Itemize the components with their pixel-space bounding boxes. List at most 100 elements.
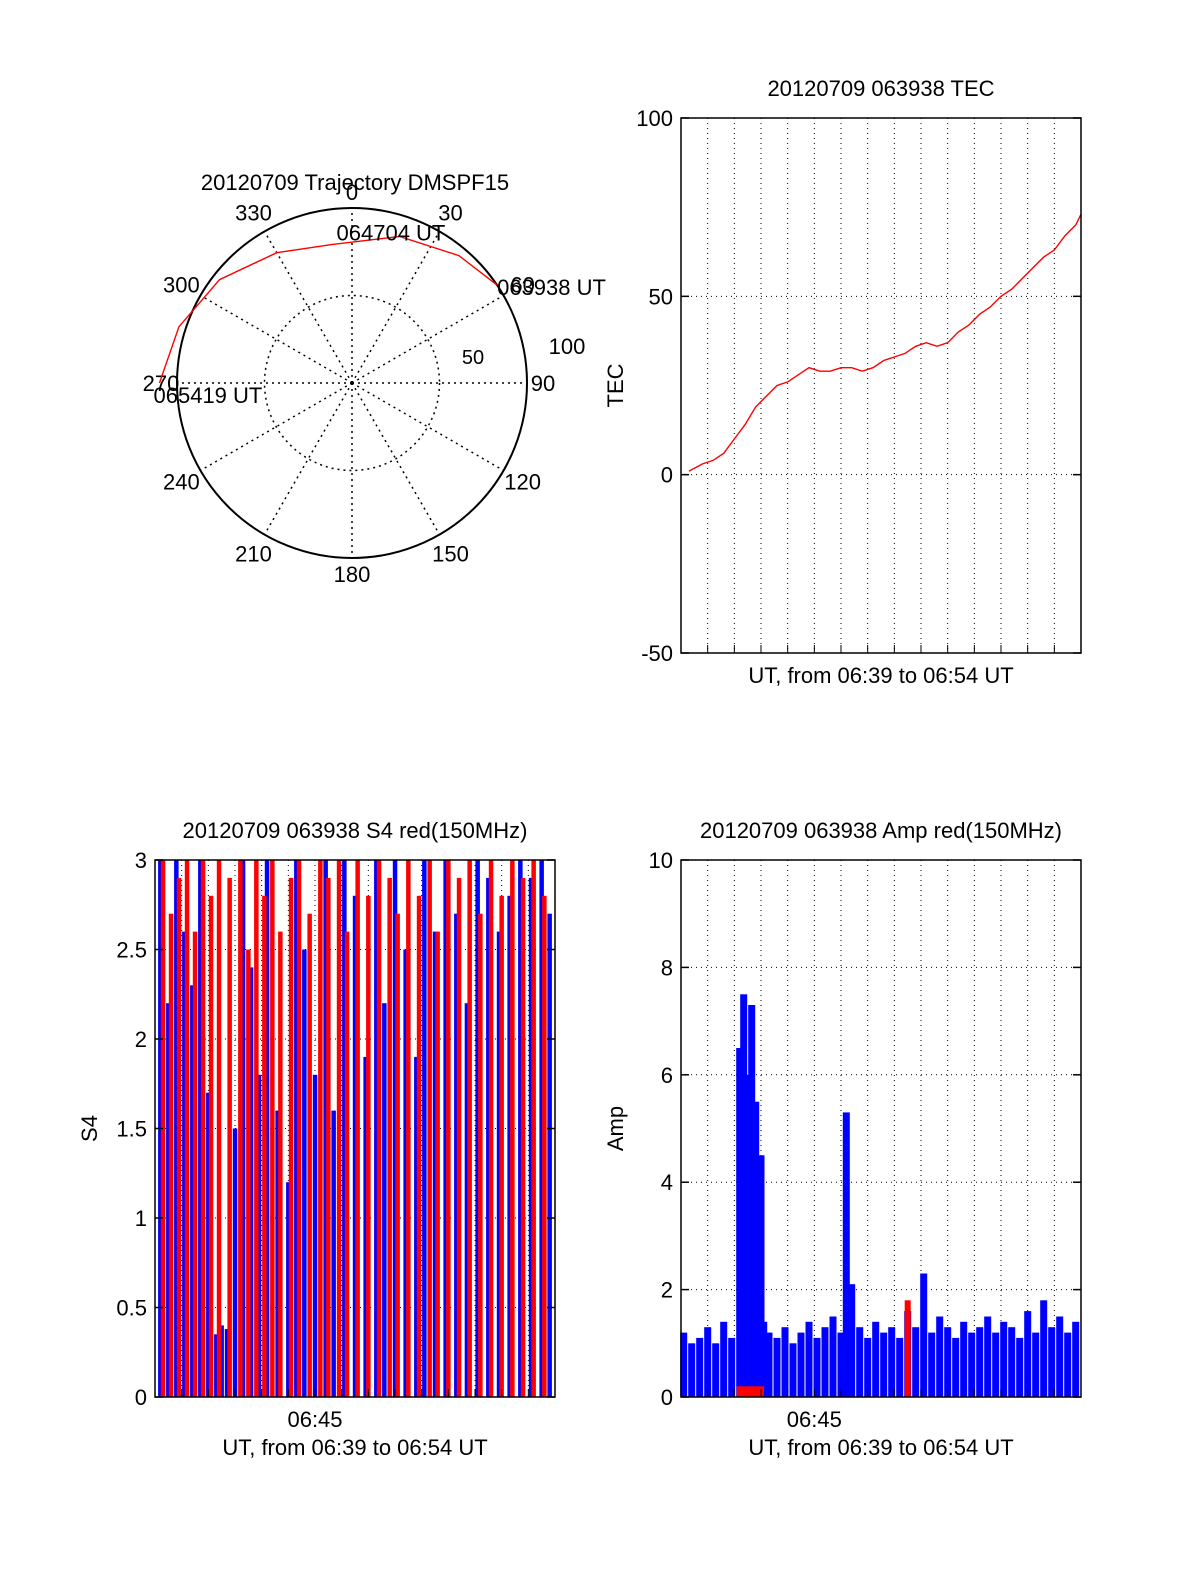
s4-bar-1: [238, 860, 243, 1397]
amp-bar-1: [904, 1300, 911, 1397]
s4-bar-1: [478, 913, 483, 1397]
y-tick-label: 0: [661, 463, 673, 488]
chart-title: 20120709 063938 TEC: [767, 76, 994, 101]
amp-bar-0: [1072, 1321, 1080, 1397]
s4-bar-0: [403, 949, 408, 1397]
s4-bar-1: [406, 860, 411, 1397]
chart-title: 20120709 063938 S4 red(150MHz): [183, 818, 528, 843]
plot-frame: [680, 117, 1082, 654]
polar-spoke: [351, 294, 504, 384]
polar-spoke: [200, 294, 353, 384]
polar-spoke: [200, 382, 353, 472]
amp-bar-0: [696, 1337, 704, 1397]
x-axis-label: UT, from 06:39 to 06:54 UT: [748, 663, 1013, 688]
amp-bar-0: [1032, 1332, 1040, 1397]
s4-bar-0: [507, 895, 512, 1397]
amp-bar-0: [896, 1337, 904, 1397]
s4-bar-1: [176, 877, 182, 1397]
s4-bar-0: [232, 1128, 238, 1397]
s4-bar-0: [323, 860, 328, 1397]
s4-bar-1: [288, 877, 294, 1397]
amp-bar-0: [928, 1332, 936, 1397]
s4-bar-1: [488, 860, 494, 1397]
s4-bar-0: [286, 1182, 291, 1397]
s4-bar-0: [190, 985, 195, 1397]
amp-bar-0: [856, 1327, 864, 1397]
amp-bar-0: [842, 1112, 850, 1397]
amp-bar-0: [837, 1332, 845, 1397]
x-tick-label: 06:45: [287, 1407, 342, 1432]
polar-angle-label: 120: [504, 470, 541, 495]
amp-bar-0: [773, 1337, 781, 1397]
amp-bar-0: [976, 1327, 984, 1397]
amp-bar-0: [805, 1321, 813, 1397]
amp-bar-0: [744, 1074, 752, 1397]
s4-bar-1: [278, 931, 283, 1397]
amp-bar-0: [968, 1332, 976, 1397]
amp-bar-1: [747, 1386, 754, 1397]
s4-bar-0: [275, 1110, 280, 1397]
amp-bar-0: [712, 1343, 720, 1397]
s4-bar-1: [296, 860, 302, 1397]
s4-bar-0: [414, 1056, 419, 1397]
s4-bar-0: [454, 913, 459, 1397]
s4-bar-1: [416, 895, 422, 1397]
amp-bar-0: [821, 1327, 829, 1397]
s4-bar-1: [184, 860, 190, 1397]
amp-bar-0: [720, 1321, 728, 1397]
s4-bar-1: [307, 913, 312, 1397]
x-axis-label: UT, from 06:39 to 06:54 UT: [222, 1435, 487, 1460]
s4-bar-1: [192, 931, 198, 1397]
s4-bar-1: [262, 895, 267, 1397]
y-tick-label: 8: [661, 955, 673, 980]
amp-bar-0: [1064, 1332, 1072, 1397]
polar-angle-label: 270: [143, 371, 180, 396]
polar-ring-50: [263, 294, 441, 472]
plot-frame: [680, 859, 1082, 1398]
s4-bar-0: [342, 860, 347, 1397]
s4-bar-1: [270, 860, 275, 1397]
polar-annotation: 065419 UT: [154, 383, 263, 408]
y-tick-label: 2: [135, 1027, 147, 1052]
y-tick-label: 1: [135, 1206, 147, 1231]
amp-bar-0: [1040, 1300, 1048, 1397]
amp-bar-0: [912, 1327, 920, 1397]
s4-bar-1: [318, 860, 323, 1397]
y-tick-label: 2.5: [116, 938, 147, 963]
y-axis-label: TEC: [603, 363, 628, 407]
chart-3: 0 2 4 6 8 10 20120709 063938 Amp red(150MHz) UT…: [603, 818, 1082, 1460]
y-tick-label: 0: [135, 1385, 147, 1410]
chart-2: 0 0.5 1 1.5 2 2.5 3 20120709 063938 S4 red(150M…: [77, 818, 556, 1460]
polar-radial-label: 50: [462, 347, 484, 369]
polar-spoke: [263, 231, 353, 384]
s4-bar-1: [427, 860, 432, 1397]
s4-bar-0: [464, 1003, 470, 1397]
s4-bar-0: [294, 860, 299, 1397]
s4-bar-0: [496, 931, 502, 1397]
s4-bar-0: [219, 1325, 224, 1397]
polar-angle-label: 210: [235, 542, 272, 567]
s4-bar-1: [387, 877, 392, 1397]
s4-bar-1: [344, 931, 350, 1397]
s4-bar-0: [174, 860, 179, 1397]
s4-bar-1: [499, 895, 504, 1397]
y-tick-label: 0.5: [116, 1296, 147, 1321]
s4-bar-0: [392, 860, 398, 1397]
s4-bar-0: [224, 1329, 230, 1397]
y-tick-label: 50: [649, 284, 673, 309]
s4-bar-1: [467, 860, 472, 1397]
s4-bar-1: [395, 913, 400, 1397]
s4-bar-1: [531, 860, 536, 1397]
s4-bar-0: [264, 860, 270, 1397]
y-tick-label: 4: [661, 1170, 673, 1195]
polar-annotation: 063938 UT: [497, 275, 606, 300]
amp-bar-1: [742, 1386, 748, 1397]
amp-bar-0: [984, 1316, 992, 1397]
s4-bar-1: [326, 877, 331, 1397]
s4-bar-1: [246, 949, 251, 1397]
s4-bar-1: [542, 895, 547, 1397]
amp-bar-0: [992, 1332, 1000, 1397]
amp-bar-0: [960, 1321, 968, 1397]
amp-bar-0: [736, 1048, 744, 1397]
